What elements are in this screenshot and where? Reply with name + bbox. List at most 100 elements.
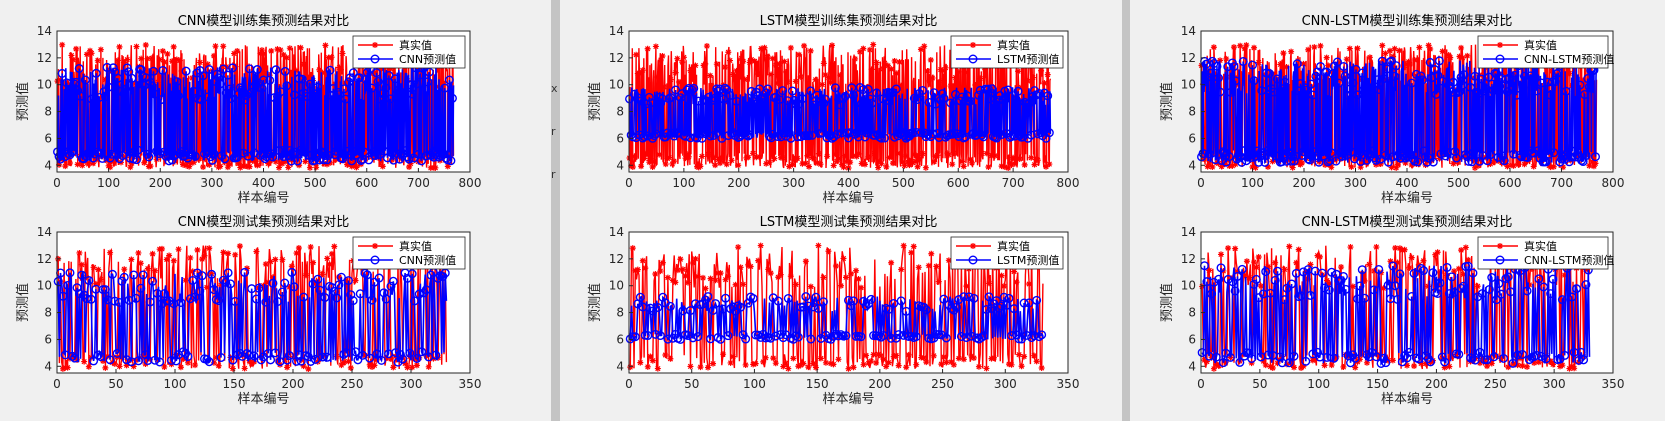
data-point (845, 128, 855, 138)
data-point (666, 154, 673, 161)
data-point (101, 92, 111, 102)
data-point (777, 271, 784, 278)
data-point (1522, 286, 1532, 296)
data-point (215, 362, 222, 369)
data-point (343, 276, 353, 286)
x-tick-label: 50 (1252, 377, 1267, 391)
data-point (1541, 354, 1551, 364)
data-point (1501, 274, 1511, 284)
data-point (795, 363, 802, 370)
data-point (113, 73, 123, 83)
legend-marker (968, 54, 978, 64)
data-point (1251, 274, 1261, 284)
data-point (1243, 258, 1250, 265)
data-point (820, 60, 827, 67)
x-axis-label: 样本编号 (1381, 392, 1433, 407)
x-tick-label: 400 (837, 176, 860, 190)
data-point (1288, 48, 1295, 55)
data-point (930, 352, 937, 359)
x-axis-label: 样本编号 (1381, 191, 1433, 206)
data-point (1249, 76, 1259, 86)
data-point (136, 65, 146, 75)
data-point (710, 360, 717, 367)
data-point (1566, 70, 1573, 77)
data-point (88, 153, 98, 163)
data-point (1280, 77, 1290, 87)
data-point (1204, 149, 1214, 159)
data-point (328, 250, 335, 257)
data-point (1354, 45, 1361, 52)
y-axis-label: 预测值 (1159, 283, 1175, 322)
data-point (1046, 161, 1053, 168)
data-point (764, 54, 771, 61)
data-point (67, 351, 77, 361)
data-point (1003, 85, 1013, 95)
data-point (343, 277, 350, 284)
data-point (647, 353, 654, 360)
data-point (1489, 86, 1499, 96)
data-point (1352, 364, 1359, 371)
data-point (722, 276, 729, 283)
data-point (913, 94, 923, 104)
data-point (641, 155, 648, 162)
data-point (197, 59, 204, 66)
data-point (1468, 268, 1478, 278)
data-point (367, 83, 377, 93)
data-point (880, 133, 890, 143)
data-point (903, 364, 910, 371)
data-point (1008, 162, 1015, 169)
data-point (860, 45, 867, 52)
data-point (848, 81, 855, 88)
data-point (411, 356, 418, 363)
data-point (1024, 298, 1034, 308)
data-point (387, 65, 394, 72)
data-point (70, 56, 77, 63)
data-point (149, 66, 159, 76)
data-point (1007, 331, 1017, 341)
data-point (99, 87, 109, 97)
data-point (156, 95, 166, 105)
data-point (807, 47, 814, 54)
data-point (213, 354, 220, 361)
data-point (1532, 86, 1542, 96)
legend-marker (970, 243, 976, 249)
data-point (1229, 62, 1239, 72)
x-tick-label: 0 (1197, 377, 1205, 391)
data-point (750, 361, 757, 368)
data-point (1387, 47, 1394, 54)
data-point (653, 302, 663, 312)
data-point (1513, 350, 1523, 360)
data-point (785, 365, 792, 372)
data-point (297, 74, 307, 84)
data-point (1033, 358, 1040, 365)
data-point (1034, 332, 1044, 342)
data-point (822, 71, 829, 78)
data-point (148, 55, 155, 62)
data-point (204, 65, 214, 75)
data-point (1238, 56, 1248, 66)
data-point (92, 280, 99, 287)
data-point (1425, 42, 1432, 49)
x-tick-label: 300 (994, 377, 1017, 391)
data-point (251, 294, 261, 304)
data-point (805, 163, 812, 170)
data-point (91, 68, 101, 78)
data-point (830, 361, 837, 368)
data-point (768, 129, 778, 139)
data-point (1278, 60, 1285, 67)
data-point (840, 164, 847, 171)
data-point (1589, 158, 1596, 165)
data-point (426, 270, 436, 280)
data-point (975, 85, 985, 95)
data-point (840, 255, 847, 262)
data-point (1203, 358, 1210, 365)
data-point (306, 356, 316, 366)
data-point (223, 268, 233, 278)
data-point (285, 164, 292, 171)
data-point (911, 332, 921, 342)
data-point (901, 306, 911, 316)
data-point (735, 162, 742, 169)
x-axis-label: 样本编号 (822, 392, 874, 407)
x-tick-label: 250 (1484, 377, 1507, 391)
data-point (1510, 70, 1520, 80)
